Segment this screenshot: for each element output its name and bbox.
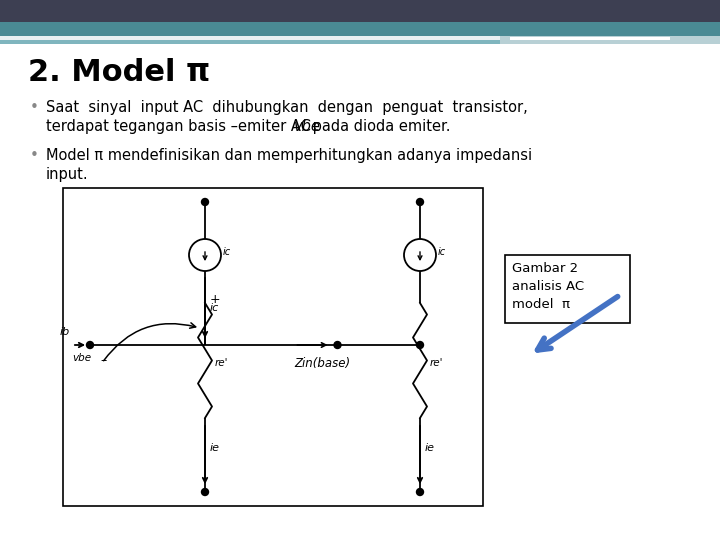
- Text: +: +: [210, 293, 220, 306]
- Text: ic: ic: [223, 247, 231, 257]
- Bar: [0, 0, 720, 22]
- Circle shape: [202, 199, 209, 206]
- Text: terdapat tegangan basis –emiter AC: terdapat tegangan basis –emiter AC: [46, 119, 315, 134]
- Text: 2. Model π: 2. Model π: [28, 58, 210, 87]
- Text: Gambar 2
analisis AC
model  π: Gambar 2 analisis AC model π: [512, 262, 584, 311]
- Text: •: •: [30, 148, 39, 163]
- Circle shape: [416, 489, 423, 496]
- Text: ie: ie: [210, 443, 220, 453]
- Text: •: •: [30, 100, 39, 115]
- Bar: [500, 36, 720, 44]
- Text: re': re': [215, 357, 228, 368]
- Text: vbe: vbe: [72, 353, 91, 363]
- Bar: [63, 188, 483, 506]
- Text: ie: ie: [425, 443, 435, 453]
- Bar: [505, 255, 630, 323]
- Text: pada dioda emiter.: pada dioda emiter.: [308, 119, 451, 134]
- Text: ib: ib: [60, 327, 71, 337]
- Circle shape: [416, 341, 423, 348]
- Text: Model π mendefinisikan dan memperhitungkan adanya impedansi: Model π mendefinisikan dan memperhitungk…: [46, 148, 532, 163]
- Text: vbe: vbe: [294, 119, 321, 134]
- Text: ic: ic: [438, 247, 446, 257]
- Text: input.: input.: [46, 167, 89, 182]
- Bar: [0, 36, 500, 44]
- Bar: [510, 37, 670, 40]
- Circle shape: [202, 489, 209, 496]
- Bar: [0, 22, 720, 36]
- Text: Saat  sinyal  input AC  dihubungkan  dengan  penguat  transistor,: Saat sinyal input AC dihubungkan dengan …: [46, 100, 528, 115]
- Text: –: –: [100, 354, 107, 367]
- Bar: [0, 36, 500, 40]
- Circle shape: [189, 239, 221, 271]
- Circle shape: [334, 341, 341, 348]
- Circle shape: [404, 239, 436, 271]
- Circle shape: [86, 341, 94, 348]
- Circle shape: [416, 199, 423, 206]
- Text: Zin(base): Zin(base): [294, 357, 351, 370]
- Text: re': re': [430, 357, 444, 368]
- Text: ic: ic: [210, 303, 220, 313]
